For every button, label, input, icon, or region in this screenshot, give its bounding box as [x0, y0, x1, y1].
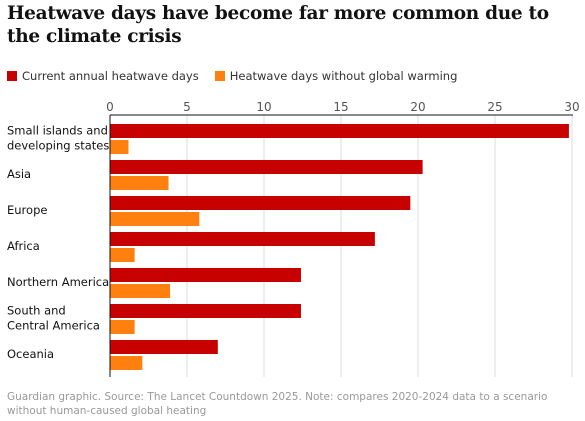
legend-item-without: Heatwave days without global warming [214, 69, 458, 83]
bar-without [110, 356, 143, 370]
bar-without [110, 176, 169, 190]
x-tick-label: 20 [410, 100, 425, 114]
legend-item-current: Current annual heatwave days [7, 69, 199, 83]
bar-current [110, 232, 375, 246]
category-label: Oceania [7, 347, 54, 361]
bar-without [110, 140, 129, 154]
legend-label-current: Current annual heatwave days [22, 69, 199, 83]
bar-without [110, 320, 135, 334]
x-tick-label: 30 [564, 100, 579, 114]
category-label: developing states [7, 139, 109, 153]
x-tick-label: 15 [333, 100, 348, 114]
bar-without [110, 248, 135, 262]
category-label: Northern America [7, 275, 109, 289]
legend-swatch-current [7, 71, 17, 81]
bar-without [110, 212, 200, 226]
category-label: South and [7, 304, 66, 318]
category-label: Europe [7, 203, 47, 217]
category-label: Asia [7, 167, 31, 181]
chart-title: Heatwave days have become far more commo… [7, 3, 549, 47]
source-note: Guardian graphic. Source: The Lancet Cou… [7, 391, 548, 417]
x-tick-label: 25 [487, 100, 502, 114]
category-label: Central America [7, 319, 100, 333]
bar-current [110, 124, 569, 138]
bar-current [110, 340, 218, 354]
bar-chart: 0 5 10 15 20 25 30 Small islands anddeveloping … [7, 100, 580, 377]
bar-without [110, 284, 171, 298]
x-tick-label: 5 [183, 100, 191, 114]
bar-current [110, 268, 301, 282]
x-tick-label: 0 [106, 100, 114, 114]
legend-label-without: Heatwave days without global warming [229, 69, 458, 83]
bar-current [110, 304, 301, 318]
legend: Current annual heatwave days Heatwave da… [7, 68, 473, 84]
x-tick-label: 10 [256, 100, 271, 114]
bar-current [110, 196, 411, 210]
legend-swatch-without [214, 71, 225, 81]
category-label: Small islands and [7, 124, 108, 138]
bar-current [110, 160, 423, 174]
category-label: Africa [7, 239, 40, 253]
